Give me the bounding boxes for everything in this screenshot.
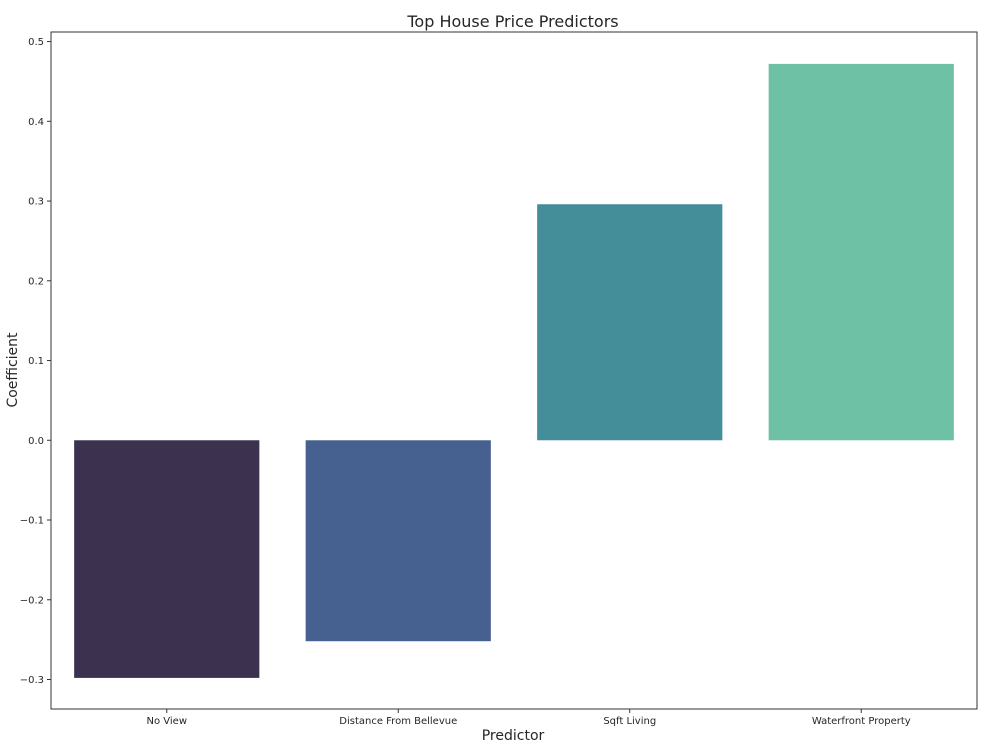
y-tick-label: 0.0 <box>28 436 44 447</box>
x-tick-label: Sqft Living <box>603 716 656 727</box>
x-axis-label: Predictor <box>482 728 545 744</box>
bars-group <box>74 63 954 678</box>
x-tick-label: Distance From Bellevue <box>339 716 457 727</box>
bar-no-view <box>74 440 260 678</box>
y-tick-label: 0.4 <box>28 117 44 128</box>
bar-distance-from-bellevue <box>305 440 491 642</box>
y-axis-ticks: −0.3 −0.2 −0.1 0.0 0.1 0.2 0.3 0.4 0.5 <box>20 37 51 686</box>
y-tick-label: 0.1 <box>28 356 44 367</box>
y-axis-label: Coefficient <box>5 332 21 408</box>
y-tick-label: −0.1 <box>20 516 44 527</box>
bar-waterfront-property <box>768 63 954 441</box>
y-tick-label: 0.5 <box>28 37 44 48</box>
y-tick-label: −0.3 <box>20 675 44 686</box>
chart-title: Top House Price Predictors <box>406 12 618 31</box>
x-tick-label: No View <box>146 716 187 727</box>
bar-sqft-living <box>537 204 723 441</box>
y-tick-label: −0.2 <box>20 595 44 606</box>
plot-frame <box>50 31 978 710</box>
y-tick-label: 0.3 <box>28 197 44 208</box>
x-tick-label: Waterfront Property <box>812 716 911 727</box>
y-tick-label: 0.2 <box>28 276 44 287</box>
x-axis-ticks: No View Distance From Bellevue Sqft Living… <box>146 709 911 727</box>
